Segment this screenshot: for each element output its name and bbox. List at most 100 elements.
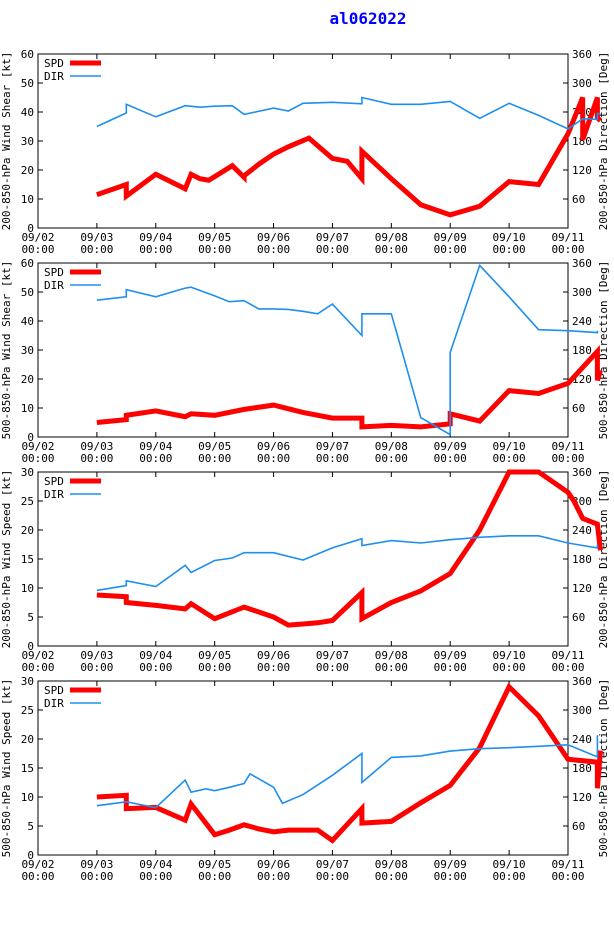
x-tick-label-date: 09/08: [375, 231, 408, 244]
x-tick-label-time: 00:00: [493, 243, 526, 256]
x-tick-label-time: 00:00: [198, 661, 231, 674]
x-tick-label-time: 00:00: [375, 243, 408, 256]
y-tick-label: 5: [27, 611, 34, 624]
x-tick-label-date: 09/09: [434, 231, 467, 244]
x-tick-label-time: 00:00: [139, 870, 172, 883]
y-tick-label: 10: [21, 582, 34, 595]
x-tick-label-time: 00:00: [80, 661, 113, 674]
x-tick-label-date: 09/03: [80, 858, 113, 871]
y-tick-label: 30: [21, 135, 34, 148]
y2-tick-label: 360: [572, 48, 592, 61]
y-tick-label: 15: [21, 762, 34, 775]
y2-axis-label: 500-850-hPa Direction [Deg]: [597, 679, 610, 858]
chart-panel-3: 09/0200:0009/0300:0009/0400:0009/0500:00…: [0, 466, 610, 674]
y2-tick-label: 180: [572, 762, 592, 775]
x-tick-label-date: 09/04: [139, 858, 172, 871]
x-tick-label-date: 09/02: [21, 858, 54, 871]
spd-series-line: [96, 344, 603, 430]
y-tick-label: 40: [21, 315, 34, 328]
x-tick-label-date: 09/09: [434, 649, 467, 662]
x-tick-label-date: 09/02: [21, 231, 54, 244]
y-tick-label: 5: [27, 820, 34, 833]
x-tick-label-date: 09/08: [375, 440, 408, 453]
x-tick-label-time: 00:00: [434, 452, 467, 465]
x-tick-label-time: 00:00: [375, 870, 408, 883]
x-tick-label-date: 09/06: [257, 649, 290, 662]
x-tick-label-date: 09/06: [257, 231, 290, 244]
x-tick-label-time: 00:00: [316, 870, 349, 883]
x-tick-label-date: 09/04: [139, 440, 172, 453]
x-tick-label-time: 00:00: [257, 243, 290, 256]
x-tick-label-time: 00:00: [21, 243, 54, 256]
legend-label-dir: DIR: [44, 279, 64, 292]
y-tick-label: 20: [21, 733, 34, 746]
x-tick-label-time: 00:00: [139, 243, 172, 256]
y-tick-label: 25: [21, 704, 34, 717]
y2-tick-label: 300: [572, 77, 592, 90]
x-tick-label-date: 09/07: [316, 231, 349, 244]
x-tick-label-date: 09/06: [257, 858, 290, 871]
x-tick-label-time: 00:00: [21, 661, 54, 674]
y2-tick-label: 180: [572, 344, 592, 357]
y2-tick-label: 180: [572, 553, 592, 566]
y-axis-label: 500-850-hPa Wind Shear [kt]: [0, 261, 13, 440]
y-tick-label: 10: [21, 791, 34, 804]
y2-tick-label: 360: [572, 257, 592, 270]
x-tick-label-time: 00:00: [139, 452, 172, 465]
y-tick-label: 0: [27, 849, 34, 862]
x-tick-label-time: 00:00: [80, 243, 113, 256]
x-tick-label-time: 00:00: [257, 870, 290, 883]
y-tick-label: 50: [21, 286, 34, 299]
x-tick-label-time: 00:00: [21, 870, 54, 883]
x-tick-label-date: 09/10: [493, 649, 526, 662]
y-axis-label: 500-850-hPa Wind Speed [kt]: [0, 679, 13, 858]
legend-label-dir: DIR: [44, 70, 64, 83]
y-tick-label: 40: [21, 106, 34, 119]
y-tick-label: 20: [21, 524, 34, 537]
x-tick-label-time: 00:00: [434, 243, 467, 256]
x-tick-label-date: 09/03: [80, 440, 113, 453]
x-tick-label-time: 00:00: [316, 243, 349, 256]
y-tick-label: 50: [21, 77, 34, 90]
x-tick-label-time: 00:00: [551, 661, 584, 674]
spd-series-line: [96, 469, 603, 628]
x-tick-label-time: 00:00: [257, 661, 290, 674]
x-tick-label-time: 00:00: [434, 661, 467, 674]
chart-panels: 09/0200:0009/0300:0009/0400:0009/0500:00…: [0, 48, 610, 883]
x-tick-label-time: 00:00: [80, 870, 113, 883]
y2-tick-label: 120: [572, 164, 592, 177]
x-tick-label-date: 09/07: [316, 858, 349, 871]
x-tick-label-date: 09/08: [375, 649, 408, 662]
x-tick-label-date: 09/10: [493, 440, 526, 453]
legend-label-dir: DIR: [44, 488, 64, 501]
x-tick-label-time: 00:00: [551, 452, 584, 465]
chart-panel-2: 09/0200:0009/0300:0009/0400:0009/0500:00…: [0, 257, 610, 465]
y-tick-label: 0: [27, 640, 34, 653]
x-tick-label-date: 09/11: [551, 231, 584, 244]
y2-tick-label: 360: [572, 466, 592, 479]
x-tick-label-time: 00:00: [198, 870, 231, 883]
spd-series-line: [96, 682, 603, 844]
x-tick-label-date: 09/02: [21, 440, 54, 453]
y-tick-label: 15: [21, 553, 34, 566]
y2-tick-label: 60: [572, 402, 585, 415]
y2-tick-label: 60: [572, 611, 585, 624]
x-tick-label-time: 00:00: [551, 870, 584, 883]
y-tick-label: 30: [21, 344, 34, 357]
x-tick-label-time: 00:00: [551, 243, 584, 256]
x-tick-label-time: 00:00: [80, 452, 113, 465]
y2-tick-label: 300: [572, 704, 592, 717]
y2-tick-label: 240: [572, 733, 592, 746]
x-tick-label-time: 00:00: [493, 661, 526, 674]
y2-tick-label: 120: [572, 582, 592, 595]
legend-label-spd: SPD: [44, 57, 64, 70]
x-tick-label-date: 09/05: [198, 649, 231, 662]
plot-frame: [37, 471, 569, 647]
y-tick-label: 0: [27, 431, 34, 444]
y-tick-label: 30: [21, 675, 34, 688]
x-tick-label-date: 09/07: [316, 440, 349, 453]
y-tick-label: 20: [21, 164, 34, 177]
y2-tick-label: 60: [572, 820, 585, 833]
x-tick-label-time: 00:00: [375, 661, 408, 674]
x-tick-label-date: 09/04: [139, 231, 172, 244]
